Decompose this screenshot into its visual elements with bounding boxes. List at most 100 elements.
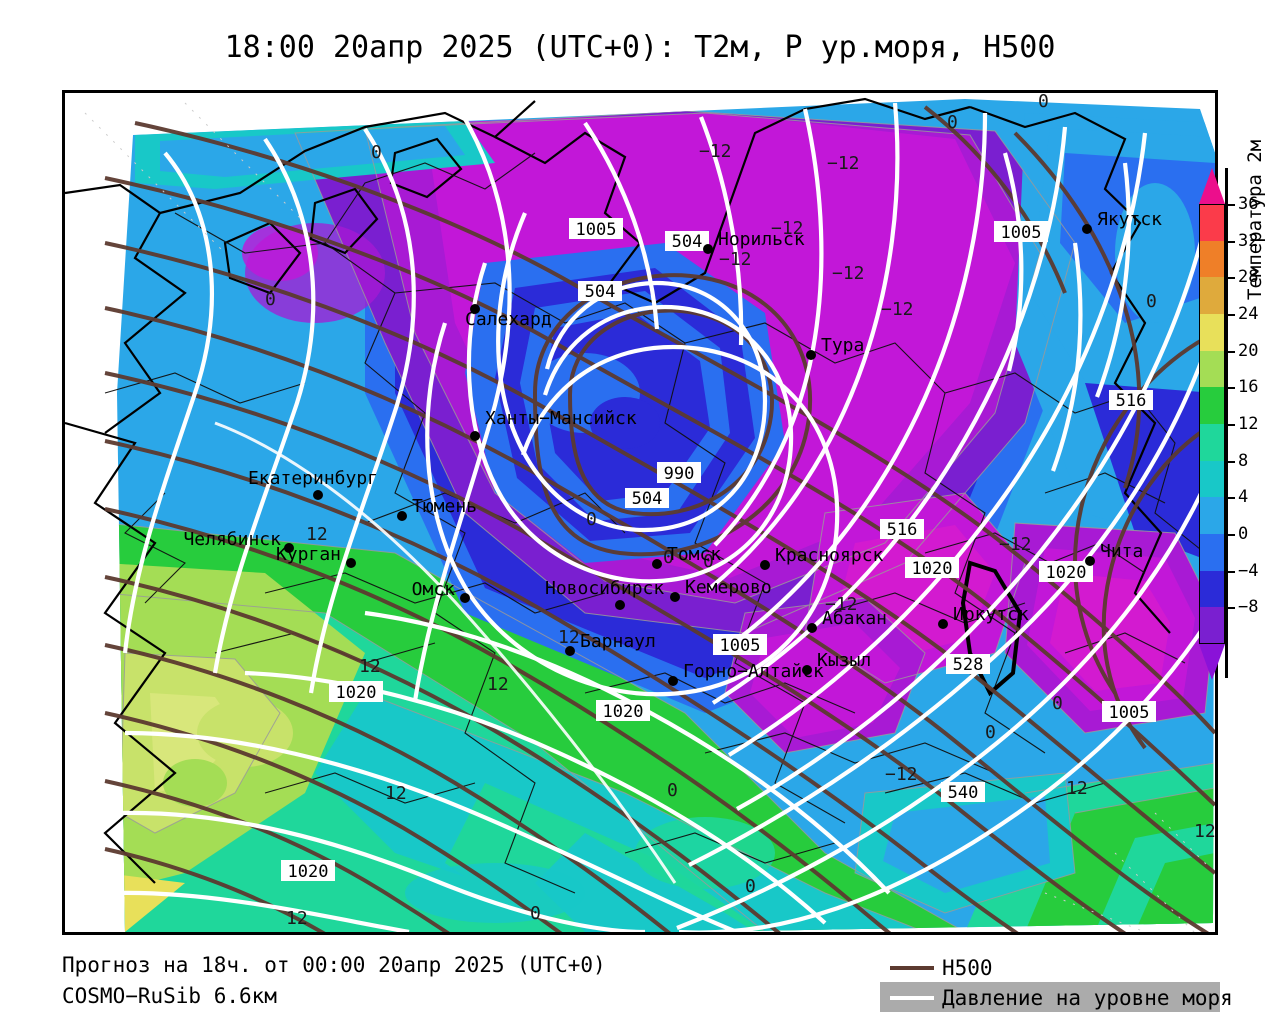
svg-text:12: 12 (359, 656, 381, 677)
svg-text:0: 0 (1038, 93, 1049, 112)
colorbar-tick (1228, 570, 1235, 573)
svg-text:Екатеринбург: Екатеринбург (248, 468, 378, 489)
svg-text:−12: −12 (699, 141, 732, 162)
svg-text:Челябинск: Челябинск (183, 529, 281, 550)
svg-text:−12: −12 (719, 249, 752, 270)
map-canvas[interactable]: 504 504 504 516 (65, 93, 1215, 932)
svg-text:−12: −12 (885, 764, 918, 785)
temperature-label-group: −12 −12 −12 −12 −12 −12 −12 −12 −12 0 0 … (265, 93, 1215, 929)
svg-text:12: 12 (286, 908, 308, 929)
legend-row-mslp: Давление на уровне моря (880, 982, 1233, 1012)
colorbar-tick-label: 36 (1238, 194, 1259, 214)
svg-text:1020: 1020 (1046, 563, 1087, 583)
map-frame[interactable]: 504 504 504 516 (62, 90, 1218, 935)
map-graphic: 504 504 504 516 (65, 93, 1215, 932)
svg-text:Красноярск: Красноярск (775, 545, 884, 566)
map-legend: H500 Давление на уровне моря (880, 952, 1233, 1014)
svg-text:Салехард: Салехард (465, 309, 552, 330)
colorbar-over-arrow (1199, 168, 1225, 204)
colorbar-tick-label: 16 (1238, 377, 1259, 398)
svg-text:Томск: Томск (667, 544, 721, 565)
svg-text:0: 0 (1146, 291, 1157, 312)
svg-text:Норильск: Норильск (718, 229, 805, 250)
svg-text:1020: 1020 (288, 862, 329, 882)
colorbar-segment (1199, 607, 1225, 644)
city-marker: Абакан (807, 608, 887, 633)
model-name-line: COSMO−RuSib 6.6км (62, 984, 277, 1008)
svg-text:−12: −12 (771, 218, 804, 239)
svg-text:540: 540 (948, 783, 979, 803)
city-marker: Красноярск (760, 545, 884, 570)
svg-text:528: 528 (953, 655, 984, 675)
colorbar-tick (1228, 424, 1235, 426)
colorbar-tick (1228, 314, 1235, 316)
pressure-label-group: 1005 1005 990 1020 (281, 218, 1156, 882)
forecast-info-line: Прогноз на 18ч. от 00:00 20апр 2025 (UTC… (62, 953, 606, 977)
colorbar-segment (1199, 240, 1225, 278)
colorbar-segment (1199, 313, 1225, 351)
svg-text:Горно−Алтайск: Горно−Алтайск (683, 661, 824, 682)
city-layer: Норильск Салехард Тура Якутск Ханты−Манс… (183, 209, 1162, 686)
colorbar-segment (1199, 204, 1225, 241)
svg-text:Курган: Курган (276, 544, 341, 565)
colorbar-tick-label: 20 (1238, 340, 1259, 361)
city-marker: Салехард (465, 304, 552, 330)
city-marker: Ханты−Мансийск (470, 408, 637, 441)
svg-text:−12: −12 (832, 263, 865, 284)
svg-text:1020: 1020 (912, 559, 953, 579)
svg-text:−12: −12 (827, 153, 860, 174)
city-marker: Екатеринбург (248, 468, 378, 500)
svg-text:Новосибирск: Новосибирск (545, 578, 664, 599)
svg-text:Кемерово: Кемерово (685, 577, 772, 598)
colorbar-tick (1228, 387, 1235, 390)
svg-text:0: 0 (947, 112, 958, 133)
city-marker: Барнаул (565, 631, 656, 656)
svg-text:Тура: Тура (821, 335, 864, 356)
colorbar-tick-label: 4 (1238, 487, 1249, 508)
svg-text:1005: 1005 (1001, 223, 1042, 243)
svg-text:1020: 1020 (336, 683, 377, 703)
colorbar-tick-label: 24 (1238, 304, 1259, 324)
svg-text:12: 12 (306, 524, 328, 545)
city-marker: Тюмень (397, 496, 477, 521)
temperature-zero-line (214, 421, 677, 884)
colorbar-tick-label: 32 (1238, 230, 1259, 251)
colorbar-segment (1199, 387, 1225, 424)
city-marker: Кызыл (802, 650, 871, 675)
legend-label-mslp: Давление на уровне моря (942, 986, 1233, 1010)
colorbar-segment (1199, 497, 1225, 534)
svg-text:−12: −12 (881, 299, 914, 320)
svg-text:0: 0 (530, 903, 541, 924)
city-marker: Омск (412, 579, 470, 603)
legend-line-mslp (890, 996, 934, 1000)
city-marker: Челябинск (183, 529, 294, 553)
colorbar-tick (1228, 350, 1235, 353)
svg-text:12: 12 (1066, 778, 1088, 799)
colorbar-tick (1228, 607, 1235, 610)
colorbar-segment (1199, 277, 1225, 314)
svg-text:0: 0 (703, 551, 714, 572)
colorbar-tick (1228, 240, 1235, 243)
colorbar-tick-label: 0 (1238, 524, 1249, 544)
legend-line-h500 (890, 966, 934, 970)
svg-text:Омск: Омск (412, 579, 456, 600)
svg-text:12: 12 (385, 783, 407, 804)
colorbar-tick (1228, 460, 1235, 463)
svg-text:0: 0 (265, 289, 276, 310)
svg-text:0: 0 (745, 876, 756, 897)
colorbar-axis (1225, 168, 1228, 678)
graticule (84, 102, 1211, 932)
colorbar-tick-label: −8 (1238, 597, 1259, 618)
colorbar-tick-label: −4 (1238, 560, 1259, 581)
svg-text:0: 0 (667, 780, 678, 801)
svg-text:1020: 1020 (603, 702, 644, 722)
lake-baikal (960, 560, 1023, 697)
colorbar-segment (1199, 460, 1225, 498)
pressure-contours (114, 102, 1215, 932)
colorbar-under-arrow (1199, 644, 1225, 680)
city-marker: Горно−Алтайск (668, 661, 824, 686)
svg-text:Кызыл: Кызыл (817, 650, 871, 671)
city-marker: Курган (276, 544, 356, 568)
colorbar: 36 32 28 24 20 16 12 8 4 0 −4 −8 (1199, 168, 1258, 680)
